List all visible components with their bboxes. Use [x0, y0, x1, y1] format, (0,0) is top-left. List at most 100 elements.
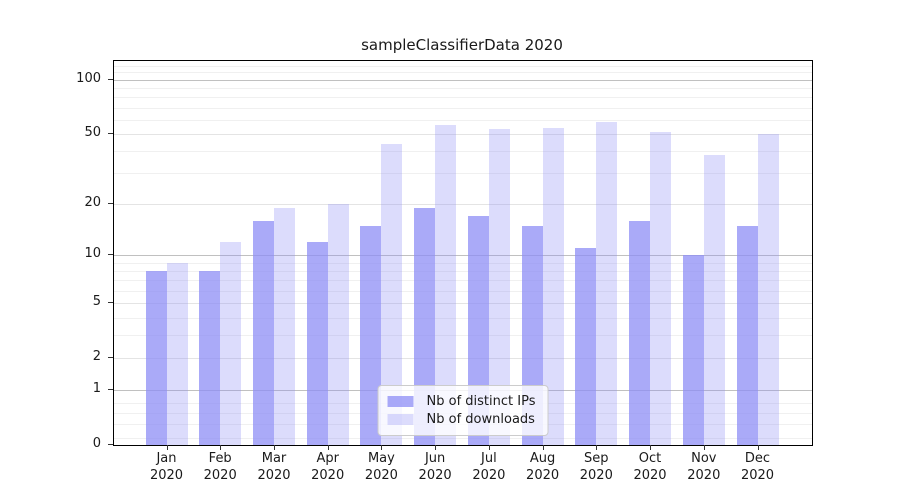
x-label-month: May [367, 451, 395, 466]
y-tick-mark [108, 78, 113, 80]
y-gridline [114, 204, 812, 206]
y-gridline-minor [114, 119, 812, 121]
y-tick-mark [108, 254, 113, 256]
x-tick-mark [703, 445, 705, 450]
y-gridline-minor [114, 88, 812, 89]
x-label-year: 2020 [526, 468, 560, 483]
x-tick-label: Jul 2020 [457, 450, 521, 484]
y-gridline-minor [114, 72, 812, 74]
bar-nb-of-distinct-ips [629, 220, 650, 445]
y-tick-label: 20 [84, 195, 101, 211]
y-gridline [114, 133, 812, 135]
x-label-year: 2020 [257, 468, 291, 483]
x-label-month: Apr [316, 451, 339, 466]
x-tick-mark [435, 445, 437, 450]
x-tick-label: Oct 2020 [618, 450, 682, 484]
y-tick-mark [108, 132, 113, 134]
x-tick-label: Dec 2020 [726, 450, 790, 484]
x-tick-mark [542, 445, 544, 450]
y-gridline-minor [114, 173, 812, 175]
y-tick-label: 5 [92, 294, 101, 310]
y-tick-label: 1 [92, 381, 101, 397]
x-label-month: Jul [481, 451, 497, 466]
bar-nb-of-downloads [166, 262, 188, 445]
x-tick-label: Nov 2020 [672, 450, 736, 484]
x-label-year: 2020 [149, 468, 184, 483]
bar-nb-of-downloads [542, 127, 564, 445]
legend-item: Nb of distinct IPs [387, 394, 536, 409]
x-tick-mark [488, 445, 490, 450]
bar-nb-of-downloads [757, 133, 779, 445]
y-tick-mark [108, 444, 113, 445]
bar-nb-of-distinct-ips [145, 271, 167, 445]
y-tick-mark [108, 203, 113, 205]
x-tick-mark [381, 445, 383, 450]
legend-label: Nb of downloads [426, 412, 535, 427]
y-tick-mark [108, 357, 113, 359]
bar-nb-of-distinct-ips [199, 271, 221, 445]
bar-nb-of-distinct-ips [306, 242, 328, 445]
y-gridline-minor [114, 335, 812, 337]
x-tick-label: Jun 2020 [403, 450, 467, 484]
y-gridline-minor [114, 107, 812, 109]
x-label-month: Sep [584, 451, 609, 466]
y-tick-label: 10 [84, 246, 101, 262]
y-gridline-minor [114, 437, 812, 439]
y-gridline-minor [114, 97, 812, 99]
y-gridline-minor [114, 280, 812, 282]
legend-swatch-downloads [387, 414, 414, 425]
x-label-month: Aug [529, 451, 556, 466]
y-tick-label: 100 [76, 70, 101, 86]
bar-nb-of-distinct-ips [575, 248, 597, 445]
bar-nb-of-downloads [650, 132, 671, 445]
bar-nb-of-downloads [220, 242, 242, 445]
x-label-year: 2020 [203, 468, 237, 483]
bar-nb-of-downloads [327, 204, 349, 445]
y-tick-mark [108, 302, 113, 304]
y-gridline [114, 358, 812, 360]
bar-nb-of-distinct-ips [736, 225, 758, 445]
bar-nb-of-downloads [381, 143, 403, 445]
x-tick-label: Jan 2020 [135, 450, 199, 484]
legend-label: Nb of distinct IPs [426, 394, 536, 409]
x-label-year: 2020 [579, 468, 613, 483]
x-label-year: 2020 [311, 468, 345, 483]
x-label-year: 2020 [472, 468, 506, 483]
y-gridline-minor [114, 271, 812, 273]
bar-nb-of-distinct-ips [682, 255, 704, 445]
y-tick-label: 2 [92, 349, 101, 365]
x-label-month: Mar [261, 451, 287, 466]
x-label-year: 2020 [418, 468, 452, 483]
y-gridline-minor [114, 317, 812, 319]
x-label-year: 2020 [633, 468, 667, 483]
bar-nb-of-distinct-ips [360, 225, 382, 445]
legend-item: Nb of downloads [387, 412, 536, 427]
x-tick-mark [596, 445, 598, 450]
y-tick-label: 0 [92, 436, 101, 451]
x-tick-label: Sep 2020 [564, 450, 628, 484]
x-tick-mark [757, 445, 759, 450]
x-tick-mark [327, 445, 329, 450]
y-gridline-minor [114, 262, 812, 264]
x-label-year: 2020 [364, 468, 398, 483]
bar-nb-of-downloads [274, 207, 295, 445]
x-label-month: Jun [424, 451, 446, 466]
x-label-month: Nov [691, 451, 717, 466]
x-tick-mark [274, 445, 275, 450]
x-tick-mark [166, 445, 168, 450]
bar-nb-of-downloads [435, 125, 457, 445]
bar-nb-of-downloads [488, 129, 510, 445]
x-label-month: Oct [638, 451, 662, 466]
y-gridline-minor [114, 291, 812, 292]
bar-nb-of-distinct-ips [253, 220, 274, 445]
x-label-year: 2020 [740, 468, 775, 483]
x-tick-label: Feb 2020 [188, 450, 252, 484]
x-label-month: Jan [156, 451, 177, 466]
x-tick-mark [220, 445, 222, 450]
x-label-month: Feb [208, 451, 232, 466]
chart-title: sampleClassifierData 2020 [361, 36, 563, 54]
x-tick-label: Mar 2020 [242, 450, 306, 484]
y-gridline [114, 79, 812, 81]
legend: Nb of distinct IPs Nb of downloads [377, 385, 549, 436]
